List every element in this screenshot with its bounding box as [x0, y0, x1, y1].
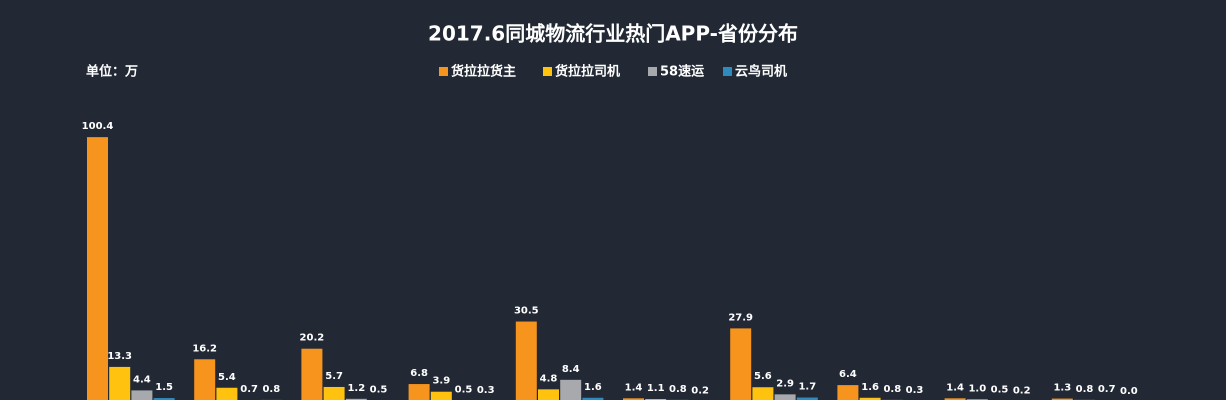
value-label: 0.7 [1098, 384, 1116, 395]
value-label: 100.4 [82, 121, 114, 132]
value-label: 5.4 [218, 372, 236, 383]
value-label: 0.8 [669, 384, 687, 395]
unit-label: 单位：万 [86, 64, 138, 80]
value-label: 1.0 [968, 383, 986, 394]
value-label: 0.3 [477, 385, 495, 396]
value-label: 1.2 [347, 383, 365, 394]
chart-title: 2017.6同城物流行业热门APP-省份分布 [428, 22, 798, 46]
value-label: 0.8 [883, 384, 901, 395]
bar [430, 391, 452, 400]
value-label: 0.7 [240, 384, 258, 395]
value-label: 8.4 [562, 364, 580, 375]
bar [515, 321, 537, 400]
value-label: 4.4 [133, 374, 151, 385]
value-label: 0.2 [691, 385, 709, 396]
bar [194, 359, 216, 400]
value-label: 0.8 [1076, 384, 1094, 395]
value-label: 1.7 [798, 382, 816, 393]
bar [345, 398, 367, 400]
plot: 100.4 13.3 4.4 1.5 16.2 5.4 0.7 0.8 20.2 5.7 1.2 0.… [82, 121, 1138, 400]
value-label: 5.7 [325, 371, 343, 382]
value-label: 0.2 [1013, 385, 1031, 396]
value-label: 2.9 [776, 378, 794, 389]
bar [560, 379, 582, 400]
value-label: 6.4 [839, 369, 857, 380]
bar [837, 385, 859, 400]
bar [301, 348, 323, 400]
value-label: 0.5 [455, 385, 473, 396]
value-label: 1.4 [625, 382, 643, 393]
value-label: 13.3 [107, 351, 132, 362]
value-label: 1.1 [647, 383, 665, 394]
legend-swatch [439, 67, 448, 76]
value-label: 0.5 [370, 385, 388, 396]
value-label: 1.5 [155, 382, 173, 393]
value-label: 1.3 [1053, 383, 1071, 394]
bar [1051, 398, 1073, 400]
value-label: 30.5 [514, 306, 539, 317]
legend-swatch [648, 67, 657, 76]
value-label: 3.9 [432, 376, 450, 387]
bar [323, 386, 345, 400]
bar [859, 397, 881, 400]
bar [408, 384, 430, 400]
bar [730, 328, 752, 400]
value-label: 27.9 [728, 312, 753, 323]
value-label: 1.4 [946, 382, 964, 393]
bar [109, 366, 131, 400]
bar [944, 398, 966, 400]
legend-label: 58速运 [660, 64, 704, 80]
value-label: 1.6 [861, 382, 879, 393]
value-label: 4.8 [540, 373, 558, 384]
value-label: 0.5 [991, 385, 1009, 396]
bar [752, 387, 774, 400]
legend-label: 货拉拉货主 [451, 64, 516, 80]
bar [796, 397, 818, 400]
bar [131, 390, 153, 400]
value-label: 5.6 [754, 371, 772, 382]
value-label: 0.3 [906, 385, 924, 396]
legend-swatch [543, 67, 552, 76]
legend: 货拉拉货主 货拉拉司机 58速运 云鸟司机 [439, 64, 787, 80]
legend-swatch [723, 67, 732, 76]
bar [582, 397, 604, 400]
value-label: 20.2 [300, 333, 325, 344]
bar [87, 137, 108, 400]
value-label: 6.8 [410, 368, 428, 379]
bar [774, 394, 796, 400]
bar [538, 389, 559, 400]
bar [153, 398, 175, 400]
legend-label: 云鸟司机 [735, 64, 787, 80]
bar [623, 398, 644, 400]
value-label: 1.6 [584, 382, 602, 393]
value-label: 16.2 [192, 343, 217, 354]
legend-label: 货拉拉司机 [555, 64, 620, 80]
value-label: 0.0 [1120, 386, 1138, 397]
value-label: 0.8 [262, 384, 280, 395]
bar [216, 387, 238, 400]
